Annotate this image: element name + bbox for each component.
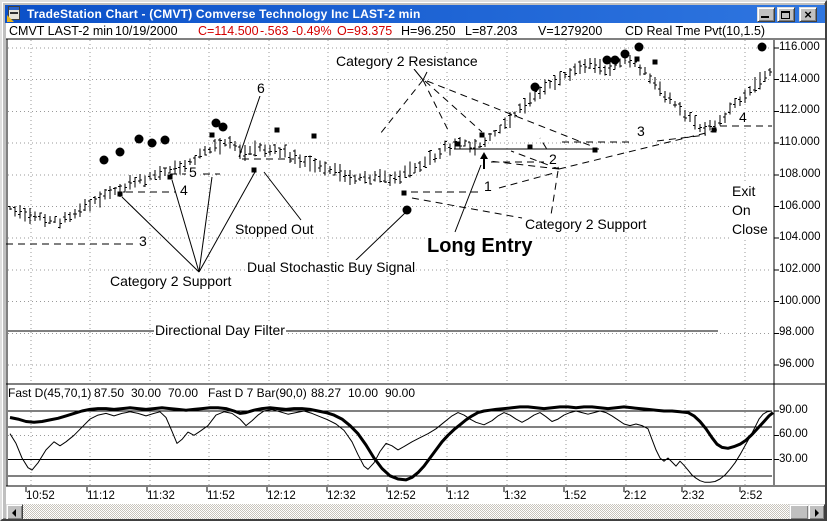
time-axis-label: 12:12	[267, 490, 296, 502]
price-axis-label: 110.000	[779, 136, 820, 149]
quote-open: O=93.375	[337, 24, 393, 38]
time-axis-label: 1:52	[564, 490, 587, 502]
time-axis-label: 11:12	[87, 490, 115, 502]
close-icon: ×	[804, 7, 812, 22]
price-axis-label: 112.000	[779, 104, 820, 117]
minimize-button[interactable]	[757, 7, 775, 22]
price-axis-label: 104.000	[779, 231, 821, 244]
close-button[interactable]: ×	[799, 7, 817, 22]
indicator-label-row: Fast D(45,70,1) 87.50 30.00 70.00 Fast D…	[2, 386, 772, 400]
quote-symbol: CMVT LAST-2 min	[9, 24, 113, 38]
minimize-icon	[761, 16, 769, 18]
indicator1-band-high: 70.00	[168, 386, 199, 400]
time-axis-label: 1:12	[447, 490, 470, 502]
time-axis-label: 1:32	[504, 490, 527, 502]
time-axis-label: 2:32	[682, 490, 705, 502]
indicator2-value: 88.27	[311, 386, 342, 400]
scroll-right-icon	[815, 509, 819, 517]
quote-high: H=96.250	[401, 24, 456, 38]
maximize-icon	[781, 11, 790, 19]
window-controls: ×	[755, 7, 817, 22]
title-bar[interactable]: TradeStation Chart - (CMVT) Comverse Tec…	[5, 5, 825, 23]
time-axis-label: 12:32	[327, 490, 356, 502]
quote-change-pct: -0.49%	[292, 24, 332, 38]
stoch-axis-label: 90.00	[779, 404, 808, 416]
indicator2-band-low: 10.00	[348, 386, 379, 400]
indicator1-name: Fast D(45,70,1)	[8, 386, 92, 400]
indicator2-band-high: 90.00	[385, 386, 416, 400]
price-axis-label: 106.000	[779, 199, 821, 212]
price-axis-label: 96.000	[779, 358, 815, 370]
quote-close: C=114.500	[198, 24, 259, 38]
time-axis-label: 10:52	[26, 490, 55, 502]
chart-background	[6, 23, 825, 504]
time-axis-label: 11:52	[207, 490, 235, 502]
quote-change: -.563	[260, 24, 289, 38]
time-axis-label: 12:52	[387, 490, 416, 502]
stoch-axis-label: 30.00	[779, 452, 808, 465]
quote-date: 10/19/2000	[115, 24, 178, 38]
scroll-left-button[interactable]	[6, 504, 23, 519]
time-axis-label: 11:32	[147, 490, 175, 502]
price-axis-label: 98.000	[779, 326, 815, 339]
indicator1-band-low: 30.00	[131, 386, 162, 400]
price-axis-label: 116.000	[779, 41, 820, 53]
maximize-button[interactable]	[777, 7, 795, 22]
scroll-right-button[interactable]	[808, 504, 825, 519]
time-axis-label: 2:12	[624, 490, 647, 502]
app-icon[interactable]	[7, 6, 23, 22]
stoch-axis-label: 60.00	[779, 428, 808, 441]
indicator2-name: Fast D 7 Bar(90,0)	[208, 386, 307, 400]
scrollbar-thumb[interactable]	[789, 504, 809, 519]
window-title: TradeStation Chart - (CMVT) Comverse Tec…	[27, 7, 421, 21]
price-axis-label: 114.000	[779, 72, 820, 85]
horizontal-scrollbar[interactable]	[6, 504, 825, 519]
price-axis-label: 108.000	[779, 167, 821, 180]
scroll-left-icon	[12, 509, 16, 517]
quote-volume: V=1279200	[538, 24, 603, 38]
quote-line: CMVT LAST-2 min 10/19/2000 C=114.500 -.5…	[2, 24, 822, 39]
quote-study: CD Real Tme Pvt(10,1.5)	[625, 24, 766, 38]
price-axis-label: 102.000	[779, 262, 821, 275]
time-axis-label: 2:52	[740, 490, 763, 502]
price-axis-label: 100.000	[779, 294, 821, 307]
quote-low: L=87.203	[465, 24, 518, 38]
indicator1-value: 87.50	[94, 386, 125, 400]
